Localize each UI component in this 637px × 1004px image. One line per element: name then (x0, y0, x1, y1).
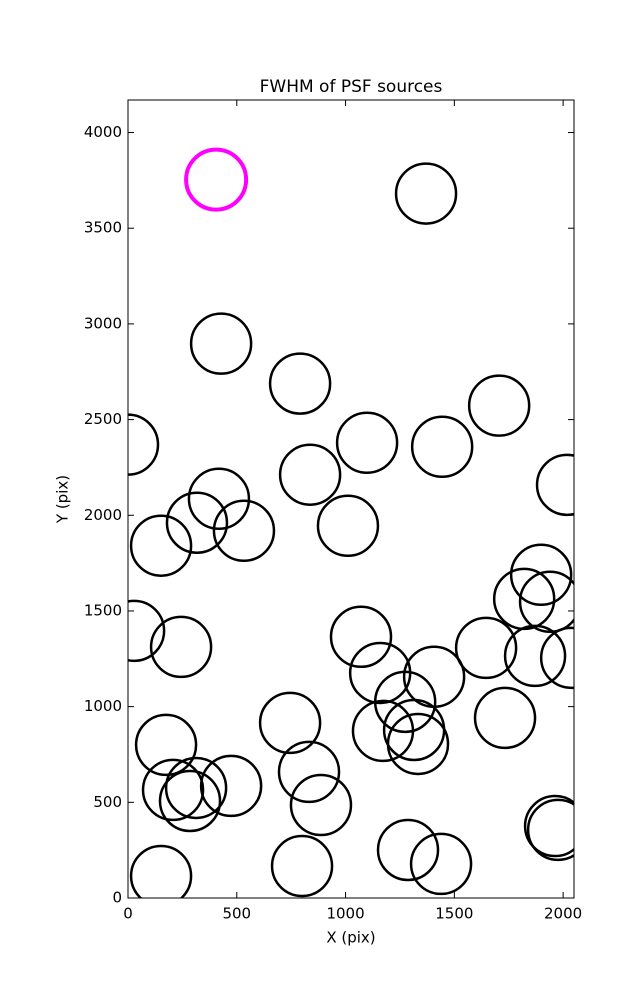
x-axis-label: X (pix) (326, 929, 375, 947)
source (270, 834, 334, 898)
y-tick-label: 2000 (84, 506, 122, 524)
source (141, 758, 205, 822)
x-tick-label: 1500 (435, 905, 473, 923)
source (518, 570, 574, 634)
axes-frame (127, 99, 575, 899)
source (278, 443, 342, 506)
source (164, 756, 228, 820)
source (351, 699, 415, 763)
source (187, 467, 251, 531)
source (526, 798, 574, 862)
source (410, 415, 474, 479)
source (316, 494, 380, 558)
y-tick-label: 2500 (84, 410, 122, 428)
source (189, 312, 253, 375)
source (535, 453, 574, 517)
chart-title: FWHM of PSF sources (260, 77, 443, 97)
source (129, 514, 193, 577)
x-tick-label: 500 (222, 905, 251, 923)
source (268, 352, 332, 415)
source (509, 543, 573, 607)
x-tick-label: 1000 (326, 905, 364, 923)
source (394, 162, 458, 225)
source (149, 615, 213, 679)
source (289, 773, 353, 837)
source (467, 374, 531, 437)
y-tick-label: 1000 (84, 697, 122, 715)
y-tick-label: 3500 (84, 219, 122, 237)
source (128, 413, 160, 476)
source (503, 624, 567, 688)
source (454, 616, 518, 680)
y-tick-label: 4000 (84, 123, 122, 141)
source (523, 794, 574, 858)
source (539, 626, 574, 690)
source (329, 605, 393, 669)
y-tick-label: 500 (93, 793, 122, 811)
source (134, 713, 198, 777)
source (409, 832, 473, 896)
source (199, 754, 263, 818)
x-tick-label: 2000 (544, 905, 582, 923)
source (128, 599, 166, 663)
source (129, 844, 193, 898)
source (376, 818, 440, 882)
plot-area (128, 147, 574, 898)
source (335, 411, 399, 474)
source (165, 491, 229, 554)
y-tick-label: 0 (112, 889, 122, 907)
y-axis-label: Y (pix) (54, 475, 72, 524)
x-tick-label: 0 (123, 905, 133, 923)
source (473, 686, 537, 750)
source (212, 499, 276, 563)
y-tick-label: 3000 (84, 314, 122, 332)
y-tick-label: 1500 (84, 601, 122, 619)
source (386, 712, 450, 776)
source (258, 691, 322, 755)
source (158, 769, 222, 833)
highlighted-source (184, 147, 249, 212)
source (277, 740, 341, 804)
